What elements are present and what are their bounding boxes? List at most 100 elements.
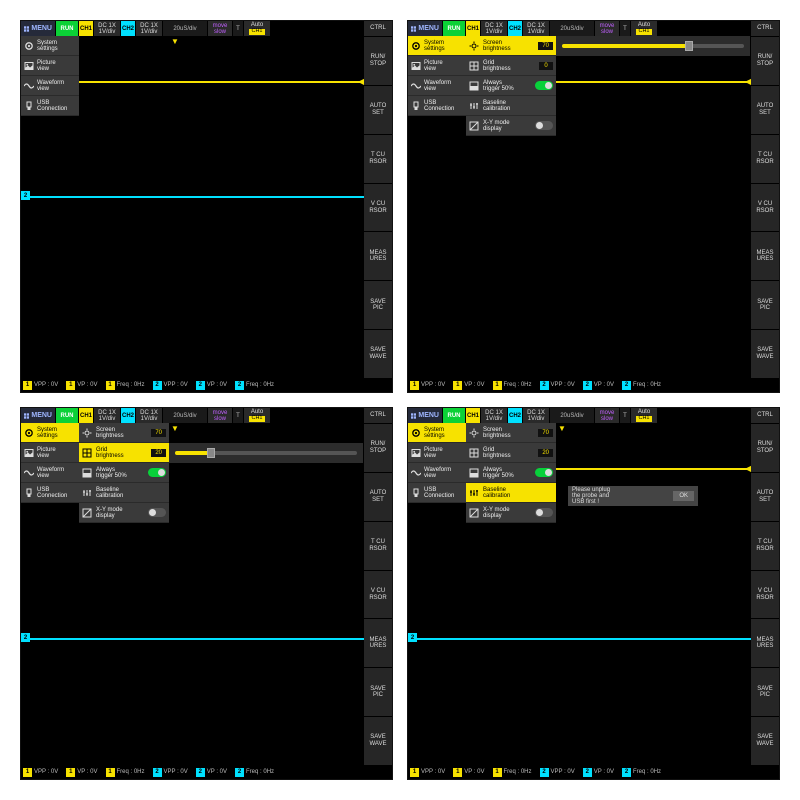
submenu-item-sliders[interactable]: Baselinecalibration bbox=[79, 483, 169, 503]
menu-item-gear[interactable]: Systemsettings bbox=[408, 423, 466, 443]
submenu-item-xy[interactable]: X-Y modedisplay bbox=[466, 503, 556, 523]
ch2-badge[interactable]: CH2 bbox=[121, 408, 135, 423]
submenu-item-grid[interactable]: Gridbrightness 20 bbox=[79, 443, 169, 463]
brightness-slider[interactable] bbox=[175, 451, 357, 455]
rbtn-v-cu-rsor[interactable]: V CURSOR bbox=[364, 184, 392, 232]
ch1-settings[interactable]: DC 1X1V/div bbox=[481, 408, 507, 423]
move-mode[interactable]: moveslow bbox=[595, 21, 619, 36]
rbtn-run-stop[interactable]: RUN/STOP bbox=[751, 424, 779, 472]
submenu-item-xy[interactable]: X-Y modedisplay bbox=[79, 503, 169, 523]
rbtn-meas-ures[interactable]: MEASURES bbox=[751, 619, 779, 667]
menu-item-gear[interactable]: Systemsettings bbox=[21, 36, 79, 56]
timebase[interactable]: 20uS/div bbox=[550, 408, 594, 423]
rbtn-save-pic[interactable]: SAVEPIC bbox=[751, 668, 779, 716]
ch2-settings[interactable]: DC 1X1V/div bbox=[136, 21, 162, 36]
move-mode[interactable]: moveslow bbox=[208, 408, 232, 423]
rbtn-meas-ures[interactable]: MEASURES bbox=[364, 619, 392, 667]
toggle-half[interactable] bbox=[535, 468, 553, 477]
rbtn-run-stop[interactable]: RUN/STOP bbox=[751, 37, 779, 85]
menu-item-usb[interactable]: USBConnection bbox=[408, 483, 466, 503]
submenu-item-sliders[interactable]: Baselinecalibration bbox=[466, 96, 556, 116]
ch2-settings[interactable]: DC 1X1V/div bbox=[136, 408, 162, 423]
toggle-half[interactable] bbox=[148, 468, 166, 477]
rbtn-ctrl[interactable]: CTRL bbox=[751, 408, 779, 423]
toggle-half[interactable] bbox=[535, 81, 553, 90]
toggle-xy[interactable] bbox=[535, 121, 553, 130]
ch2-badge[interactable]: CH2 bbox=[121, 21, 135, 36]
menu-item-wave[interactable]: Waveformview bbox=[408, 76, 466, 96]
menu-button[interactable]: MENU bbox=[21, 21, 55, 36]
rbtn-run-stop[interactable]: RUN/STOP bbox=[364, 37, 392, 85]
timebase[interactable]: 20uS/div bbox=[163, 408, 207, 423]
rbtn-meas-ures[interactable]: MEASURES bbox=[364, 232, 392, 280]
ch1-badge[interactable]: CH1 bbox=[79, 21, 93, 36]
submenu-item-sun[interactable]: Screenbrightness 70 bbox=[466, 36, 556, 56]
rbtn-save-wave[interactable]: SAVEWAVE bbox=[751, 717, 779, 765]
rbtn-v-cu-rsor[interactable]: V CURSOR bbox=[751, 184, 779, 232]
rbtn-v-cu-rsor[interactable]: V CURSOR bbox=[364, 571, 392, 619]
rbtn-run-stop[interactable]: RUN/STOP bbox=[364, 424, 392, 472]
menu-item-usb[interactable]: USBConnection bbox=[21, 96, 79, 116]
trigger-mode[interactable]: AutoCH1 bbox=[631, 21, 657, 36]
menu-button[interactable]: MENU bbox=[408, 408, 442, 423]
rbtn-meas-ures[interactable]: MEASURES bbox=[751, 232, 779, 280]
slider-thumb-icon[interactable] bbox=[207, 448, 215, 458]
ch1-settings[interactable]: DC 1X1V/div bbox=[94, 408, 120, 423]
submenu-item-grid[interactable]: Gridbrightness 0 bbox=[466, 56, 556, 76]
submenu-item-grid[interactable]: Gridbrightness 20 bbox=[466, 443, 556, 463]
ch2-badge[interactable]: CH2 bbox=[508, 21, 522, 36]
ch1-settings[interactable]: DC 1X1V/div bbox=[94, 21, 120, 36]
menu-item-wave[interactable]: Waveformview bbox=[408, 463, 466, 483]
trigger-mode[interactable]: AutoCH1 bbox=[631, 408, 657, 423]
rbtn-t-cu-rsor[interactable]: T CURSOR bbox=[751, 135, 779, 183]
move-mode[interactable]: moveslow bbox=[595, 408, 619, 423]
rbtn-save-wave[interactable]: SAVEWAVE bbox=[751, 330, 779, 378]
rbtn-auto-set[interactable]: AUTOSET bbox=[751, 473, 779, 521]
rbtn-save-pic[interactable]: SAVEPIC bbox=[364, 668, 392, 716]
menu-button[interactable]: MENU bbox=[408, 21, 442, 36]
menu-item-image[interactable]: Pictureview bbox=[21, 56, 79, 76]
rbtn-ctrl[interactable]: CTRL bbox=[751, 21, 779, 36]
dialog-ok-button[interactable]: OK bbox=[673, 491, 694, 501]
menu-item-image[interactable]: Pictureview bbox=[408, 56, 466, 76]
submenu-item-half[interactable]: Alwaystrigger 50% bbox=[79, 463, 169, 483]
move-mode[interactable]: moveslow bbox=[208, 21, 232, 36]
menu-item-wave[interactable]: Waveformview bbox=[21, 76, 79, 96]
rbtn-ctrl[interactable]: CTRL bbox=[364, 21, 392, 36]
timebase[interactable]: 20uS/div bbox=[550, 21, 594, 36]
rbtn-t-cu-rsor[interactable]: T CURSOR bbox=[364, 135, 392, 183]
timebase[interactable]: 20uS/div bbox=[163, 21, 207, 36]
ch2-settings[interactable]: DC 1X1V/div bbox=[523, 21, 549, 36]
rbtn-ctrl[interactable]: CTRL bbox=[364, 408, 392, 423]
submenu-item-sun[interactable]: Screenbrightness 70 bbox=[466, 423, 556, 443]
rbtn-auto-set[interactable]: AUTOSET bbox=[364, 86, 392, 134]
slider-thumb-icon[interactable] bbox=[685, 41, 693, 51]
menu-item-wave[interactable]: Waveformview bbox=[21, 463, 79, 483]
ch1-badge[interactable]: CH1 bbox=[466, 21, 480, 36]
rbtn-v-cu-rsor[interactable]: V CURSOR bbox=[751, 571, 779, 619]
rbtn-auto-set[interactable]: AUTOSET bbox=[751, 86, 779, 134]
menu-item-image[interactable]: Pictureview bbox=[408, 443, 466, 463]
rbtn-save-pic[interactable]: SAVEPIC bbox=[751, 281, 779, 329]
menu-item-gear[interactable]: Systemsettings bbox=[21, 423, 79, 443]
trigger-mode[interactable]: AutoCH1 bbox=[244, 408, 270, 423]
rbtn-t-cu-rsor[interactable]: T CURSOR bbox=[751, 522, 779, 570]
ch2-settings[interactable]: DC 1X1V/div bbox=[523, 408, 549, 423]
menu-item-gear[interactable]: Systemsettings bbox=[408, 36, 466, 56]
rbtn-save-wave[interactable]: SAVEWAVE bbox=[364, 330, 392, 378]
ch1-settings[interactable]: DC 1X1V/div bbox=[481, 21, 507, 36]
ch1-badge[interactable]: CH1 bbox=[466, 408, 480, 423]
menu-item-usb[interactable]: USBConnection bbox=[21, 483, 79, 503]
submenu-item-sliders[interactable]: Baselinecalibration bbox=[466, 483, 556, 503]
trigger-mode[interactable]: AutoCH1 bbox=[244, 21, 270, 36]
menu-button[interactable]: MENU bbox=[21, 408, 55, 423]
menu-item-usb[interactable]: USBConnection bbox=[408, 96, 466, 116]
submenu-item-xy[interactable]: X-Y modedisplay bbox=[466, 116, 556, 136]
toggle-xy[interactable] bbox=[535, 508, 553, 517]
ch1-badge[interactable]: CH1 bbox=[79, 408, 93, 423]
menu-item-image[interactable]: Pictureview bbox=[21, 443, 79, 463]
rbtn-auto-set[interactable]: AUTOSET bbox=[364, 473, 392, 521]
submenu-item-sun[interactable]: Screenbrightness 70 bbox=[79, 423, 169, 443]
rbtn-t-cu-rsor[interactable]: T CURSOR bbox=[364, 522, 392, 570]
rbtn-save-wave[interactable]: SAVEWAVE bbox=[364, 717, 392, 765]
